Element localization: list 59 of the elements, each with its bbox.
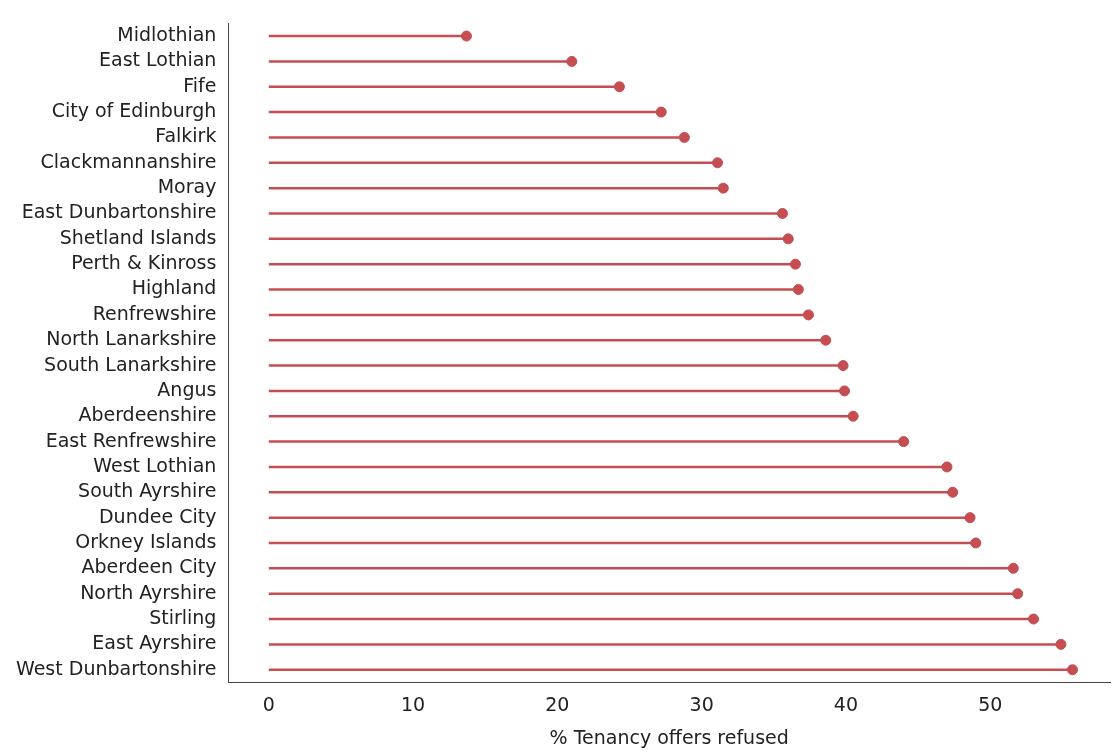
y-tick-label: Dundee City (98, 504, 217, 527)
y-tick-label: East Ayrshire (92, 631, 217, 654)
point (847, 410, 859, 422)
y-tick-label: Renfrewshire (92, 301, 217, 324)
point (782, 233, 794, 245)
y-tick-label: Midlothian (117, 23, 217, 46)
point (613, 81, 625, 93)
y-tick-label: Perth & Kinross (71, 251, 217, 274)
point (898, 436, 910, 448)
y-tick-label: Moray (157, 175, 217, 198)
point (1055, 638, 1067, 650)
y-tick-label: South Ayrshire (78, 479, 217, 502)
y-tick-label: Falkirk (155, 124, 217, 147)
point (678, 131, 690, 143)
y-tick-label: Shetland Islands (59, 225, 217, 248)
point (947, 486, 959, 498)
y-tick-label: South Lanarkshire (44, 352, 217, 375)
point (1028, 613, 1040, 625)
y-tick-label: Highland (131, 276, 217, 299)
x-tick-label: 20 (545, 692, 570, 715)
y-tick-label: East Dunbartonshire (21, 200, 217, 223)
point (712, 157, 724, 169)
point (837, 360, 849, 372)
x-tick-label: 0 (262, 692, 275, 715)
point (820, 334, 832, 346)
y-tick-label: West Dunbartonshire (15, 656, 217, 679)
y-tick-label: North Lanarkshire (46, 327, 217, 350)
point (566, 55, 578, 67)
x-axis-title: % Tenancy offers refused (549, 725, 789, 748)
y-tick-label: East Renfrewshire (45, 428, 217, 451)
y-tick-label: Aberdeenshire (78, 403, 217, 426)
y-tick-label: Fife (183, 73, 217, 96)
point (717, 182, 729, 194)
point (1066, 664, 1078, 676)
point (776, 208, 788, 219)
x-tick-label: 10 (400, 692, 426, 715)
point (789, 258, 801, 270)
point (792, 284, 804, 296)
point (839, 385, 851, 397)
x-tick-label: 40 (833, 692, 859, 715)
y-tick-label: Orkney Islands (75, 529, 217, 552)
y-tick-label: Angus (157, 377, 217, 400)
x-tick-label: 50 (978, 692, 1003, 715)
point (941, 461, 953, 473)
y-tick-label: Stirling (149, 605, 217, 628)
point (460, 30, 472, 42)
y-tick-label: North Ayrshire (80, 580, 217, 603)
y-tick-label: West Lothian (93, 453, 217, 476)
y-tick-label: City of Edinburgh (51, 99, 217, 122)
point (964, 512, 976, 524)
point (1012, 588, 1024, 600)
y-tick-label: East Lothian (99, 48, 217, 71)
y-tick-label: Aberdeen City (81, 555, 217, 578)
point (970, 537, 982, 549)
y-tick-label: Clackmannanshire (40, 149, 217, 172)
point (1007, 562, 1019, 574)
x-tick-label: 30 (689, 692, 714, 715)
point (655, 106, 667, 118)
point (802, 309, 814, 321)
